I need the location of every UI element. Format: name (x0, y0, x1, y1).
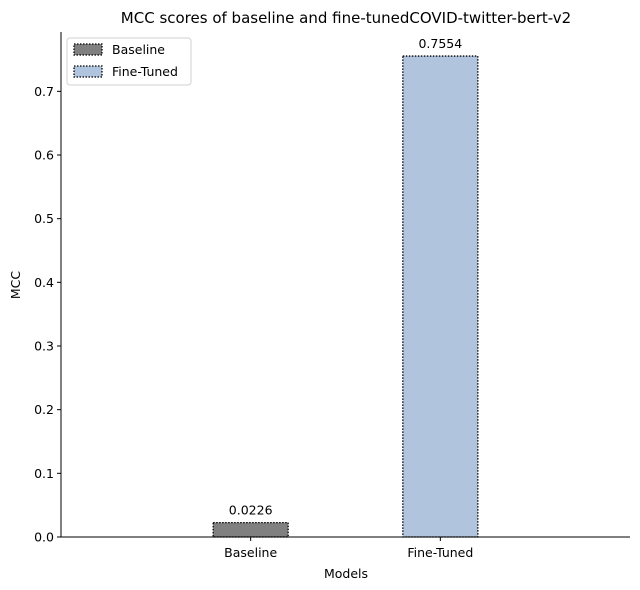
legend-swatch (73, 65, 103, 78)
x-axis: Baseline Fine-Tuned (61, 536, 630, 560)
data-label: 0.7554 (418, 36, 462, 51)
x-tick-label: Fine-Tuned (407, 545, 473, 560)
legend: Baseline Fine-Tuned (66, 37, 192, 86)
y-tick-label: 0.1 (34, 466, 54, 481)
x-tick-label: Baseline (224, 545, 277, 560)
bar-baseline (212, 521, 289, 538)
legend-label: Baseline (112, 42, 165, 57)
data-labels-group: 0.0226 0.7554 (229, 36, 462, 518)
legend-swatch (73, 43, 103, 56)
y-tick-label: 0.0 (34, 530, 54, 545)
y-tick-label: 0.5 (34, 211, 54, 226)
data-label: 0.0226 (229, 503, 273, 518)
y-axis: 0.0 0.1 0.2 0.3 0.4 0.5 0.6 0.7 (34, 32, 62, 545)
x-axis-label: Models (324, 566, 368, 581)
x-ticks-group: Baseline Fine-Tuned (224, 537, 473, 560)
y-ticks-group: 0.0 0.1 0.2 0.3 0.4 0.5 0.6 0.7 (34, 84, 61, 545)
bar-fine-tuned (402, 55, 479, 538)
y-tick-label: 0.3 (34, 339, 54, 354)
y-tick-label: 0.7 (34, 84, 54, 99)
y-tick-label: 0.4 (34, 275, 54, 290)
y-tick-label: 0.6 (34, 148, 54, 163)
y-tick-label: 0.2 (34, 402, 54, 417)
bars-group (212, 55, 479, 538)
chart-title: MCC scores of baseline and fine-tunedCOV… (121, 9, 571, 27)
legend-label: Fine-Tuned (112, 64, 178, 79)
y-axis-label: MCC (8, 271, 23, 300)
